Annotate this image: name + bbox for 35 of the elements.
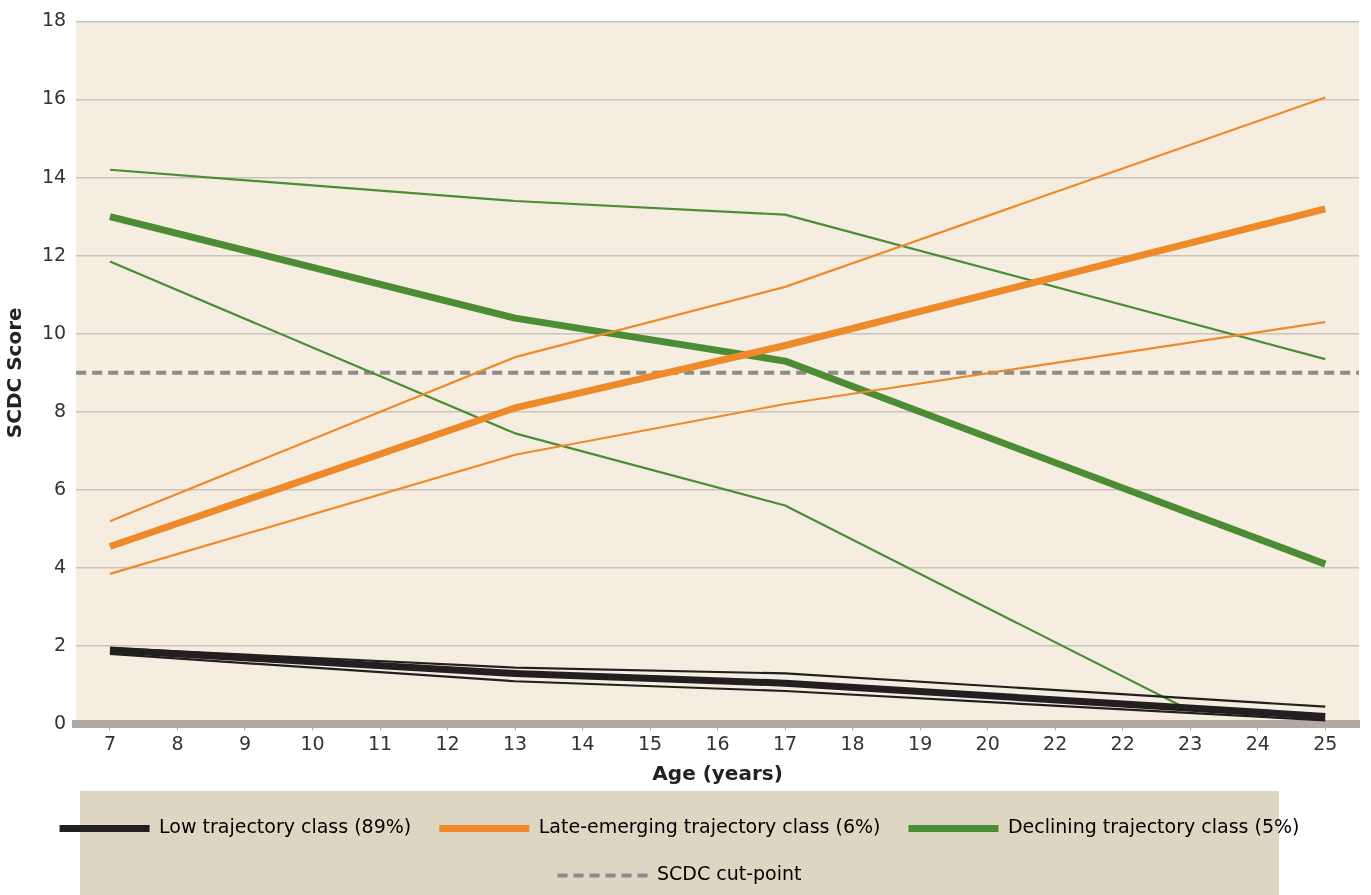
x-tick-label: 13 (502, 731, 528, 754)
y-tick-label: 6 (54, 476, 67, 499)
x-tick-label: 14 (570, 731, 595, 754)
x-tick-label: 15 (637, 731, 663, 754)
x-axis-title: Age (years) (652, 761, 783, 786)
legend-label: Declining trajectory class (5%) (1007, 815, 1300, 838)
x-tick-label: 18 (840, 731, 865, 754)
x-tick-label: 12 (435, 731, 460, 754)
x-tick-label: 11 (367, 731, 393, 754)
x-tick-label: 20 (975, 731, 1000, 754)
y-tick-label: 12 (41, 242, 67, 265)
x-tick-label: 9 (238, 731, 252, 754)
x-tick-label: 22 (1110, 731, 1135, 754)
legend-label: Late-emerging trajectory class (6%) (538, 815, 881, 838)
y-tick-label: 14 (41, 164, 67, 187)
x-tick-label: 24 (1245, 731, 1270, 754)
x-tick-label: 23 (1178, 731, 1203, 754)
y-tick-label: 0 (54, 711, 67, 734)
x-tick-label: 16 (705, 731, 730, 754)
y-tick-label: 2 (54, 633, 67, 656)
x-tick-label: 10 (300, 731, 325, 754)
y-axis-title: SCDC Score (2, 307, 27, 439)
legend-label: Low trajectory class (89%) (159, 815, 412, 838)
x-tick-label: 22 (1043, 731, 1068, 754)
y-tick-label: 18 (41, 8, 67, 31)
legend-label: SCDC cut-point (656, 862, 802, 885)
x-tick-label: 25 (1313, 731, 1338, 754)
x-tick-label: 17 (773, 731, 798, 754)
x-tick-label: 7 (103, 731, 116, 754)
y-tick-label: 10 (41, 320, 67, 343)
x-tick-label: 8 (171, 731, 184, 754)
y-tick-label: 16 (41, 86, 67, 109)
x-tick-label: 19 (908, 731, 933, 754)
y-tick-label: 8 (54, 398, 67, 421)
y-tick-label: 4 (54, 554, 67, 577)
